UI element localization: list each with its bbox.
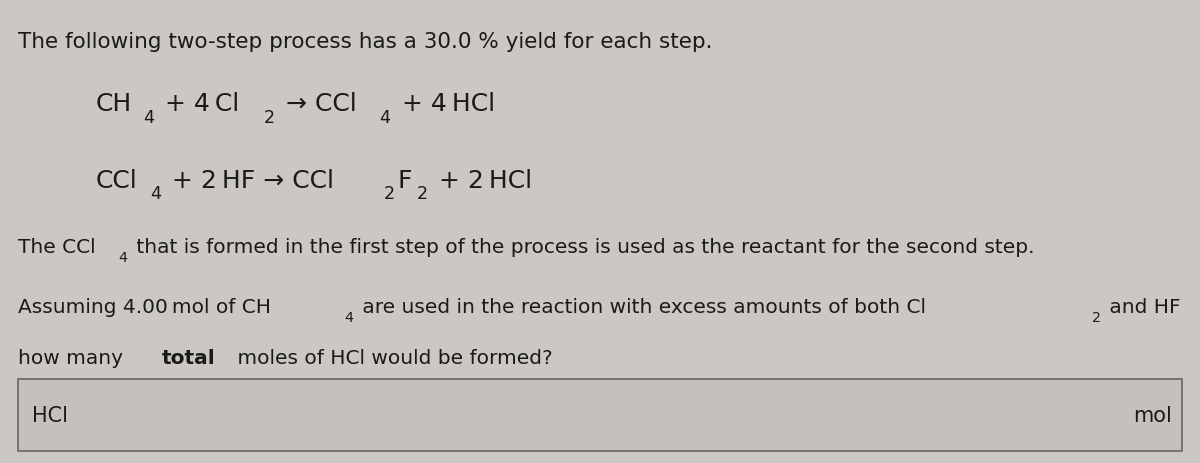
Text: CH: CH [96,92,132,116]
Text: + 4 Cl: + 4 Cl [157,92,239,116]
Text: total: total [162,349,216,368]
Text: 4: 4 [118,250,127,264]
Text: 2: 2 [263,108,275,126]
Text: HCl: HCl [32,406,68,425]
Text: 2: 2 [416,185,427,203]
Text: that is formed in the first step of the process is used as the reactant for the : that is formed in the first step of the … [130,238,1034,257]
Text: 4: 4 [150,185,161,203]
Text: The CCl: The CCl [18,238,96,257]
Text: moles of HCl would be formed?: moles of HCl would be formed? [232,349,553,368]
Text: 4: 4 [344,311,354,325]
Text: CCl: CCl [96,169,138,193]
Text: 4: 4 [379,108,390,126]
Text: + 4 HCl: + 4 HCl [394,92,494,116]
Text: and HF: and HF [1103,298,1181,317]
Text: + 2 HCl: + 2 HCl [431,169,532,193]
Text: F: F [398,169,413,193]
Text: The following two-step process has a 30.0 % yield for each step.: The following two-step process has a 30.… [18,32,713,52]
Text: Assuming 4.00 mol of CH: Assuming 4.00 mol of CH [18,298,271,317]
Text: 4: 4 [143,108,154,126]
Text: → CCl: → CCl [277,92,356,116]
Text: + 2 HF → CCl: + 2 HF → CCl [164,169,335,193]
FancyBboxPatch shape [18,380,1182,451]
Text: mol: mol [1134,406,1172,425]
Text: how many: how many [18,349,130,368]
Text: 2: 2 [384,185,395,203]
Text: are used in the reaction with excess amounts of both Cl: are used in the reaction with excess amo… [356,298,926,317]
Text: 2: 2 [1092,311,1100,325]
